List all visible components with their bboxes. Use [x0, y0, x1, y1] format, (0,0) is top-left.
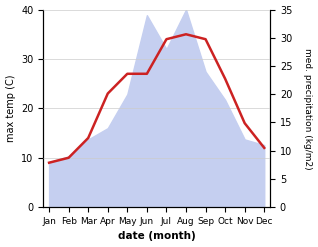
Y-axis label: med. precipitation (kg/m2): med. precipitation (kg/m2) [303, 48, 313, 169]
Y-axis label: max temp (C): max temp (C) [5, 75, 16, 142]
X-axis label: date (month): date (month) [118, 231, 196, 242]
